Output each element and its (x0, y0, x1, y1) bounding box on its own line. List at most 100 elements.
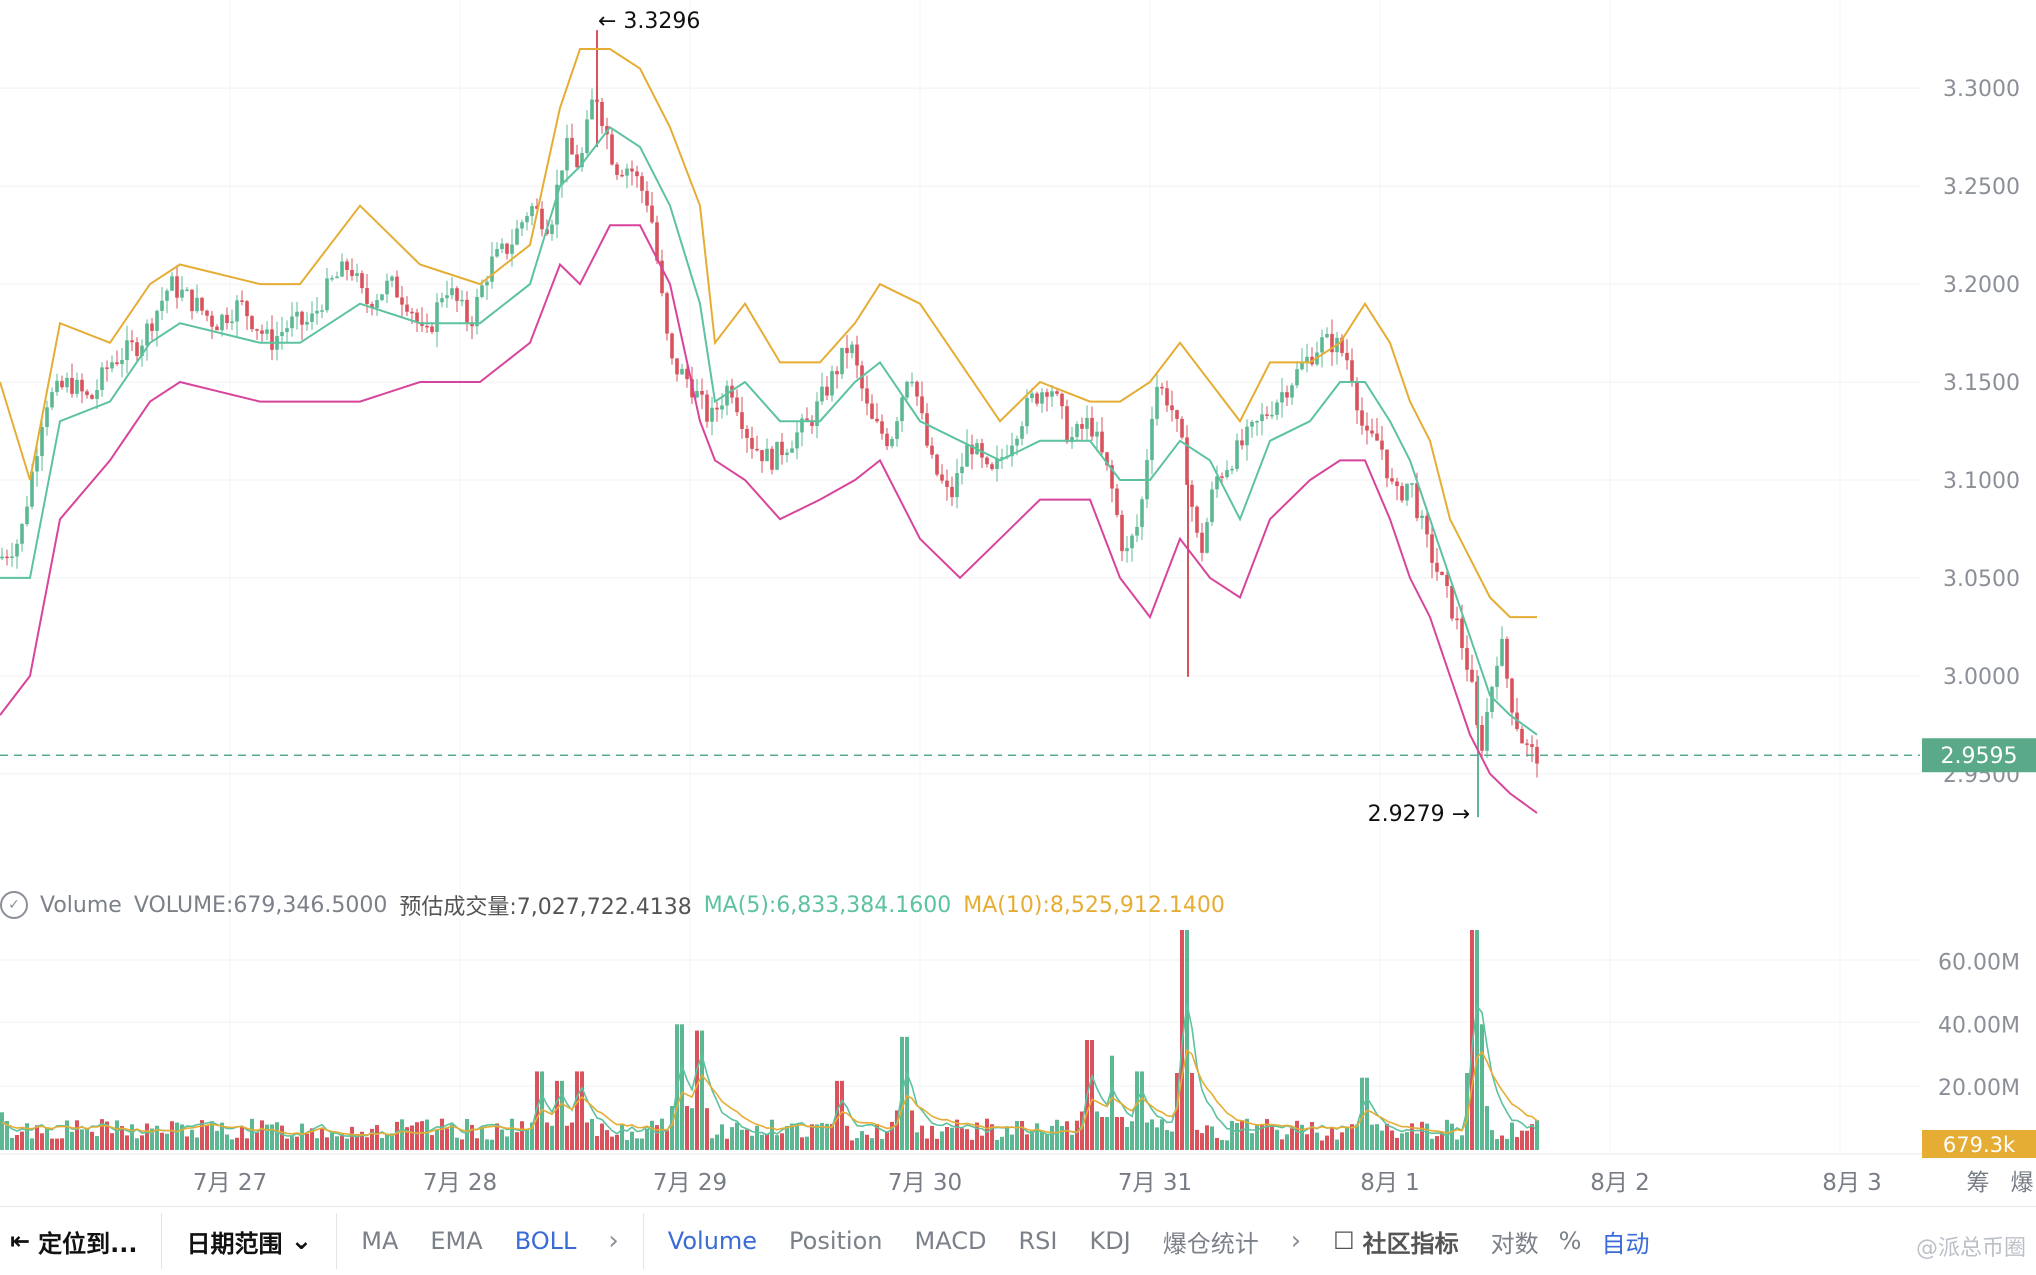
volume-bar (190, 1129, 194, 1150)
community-indicators-button[interactable]: ☐ 社区指标 (1317, 1224, 1475, 1259)
candle-body (835, 371, 839, 375)
candle-body (115, 362, 119, 365)
volume-bar (105, 1121, 109, 1150)
candle-body (1275, 402, 1279, 415)
candle-body (1400, 486, 1404, 501)
volume-bar (205, 1124, 209, 1150)
volume-bar (1220, 1139, 1224, 1150)
indicator-ema[interactable]: EMA (430, 1227, 483, 1255)
candle-body (740, 412, 744, 429)
indicator-macd[interactable]: MACD (914, 1227, 987, 1255)
candle-body (170, 276, 174, 291)
volume-bar (565, 1125, 569, 1150)
candle-body (1000, 457, 1004, 459)
volume-label: Volume (40, 892, 122, 918)
volume-bar (1525, 1130, 1529, 1150)
candle-body (1055, 391, 1059, 394)
volume-bar (570, 1122, 574, 1150)
candle-body (945, 480, 949, 487)
volume-bar (1025, 1134, 1029, 1150)
volume-bar (655, 1125, 659, 1150)
candle-body (965, 444, 969, 467)
candle-body (535, 206, 539, 209)
chevron-right-icon[interactable]: › (1290, 1226, 1302, 1256)
locate-button[interactable]: ⇤ 定位到... (0, 1224, 153, 1259)
volume-toggle-icon[interactable]: ✓ (0, 891, 28, 919)
volume-bar (1110, 1055, 1114, 1150)
candle-body (1175, 410, 1179, 419)
volume-bar (1175, 1073, 1179, 1150)
volume-bar (320, 1128, 324, 1150)
indicator-kdj[interactable]: KDJ (1089, 1227, 1131, 1255)
candle-body (1010, 445, 1014, 457)
volume-bar (1165, 1130, 1169, 1150)
volume-bar (780, 1133, 784, 1150)
date-range-button[interactable]: 日期范围 ⌄ (170, 1224, 328, 1259)
candle-body (635, 171, 639, 177)
volume-bar (160, 1132, 164, 1150)
volume-bar (1145, 1122, 1149, 1150)
candle-body (1100, 431, 1104, 453)
volume-bar (1385, 1123, 1389, 1150)
volume-bar (175, 1122, 179, 1150)
volume-bar (1275, 1129, 1279, 1150)
date-axis-label: 8月 1 (1360, 1170, 1420, 1196)
price-tick-label: 3.2000 (1943, 273, 2020, 298)
candle-body (295, 311, 299, 317)
indicator-position[interactable]: Position (789, 1227, 883, 1255)
percent-toggle[interactable]: % (1558, 1227, 1582, 1255)
volume-bar (355, 1133, 359, 1150)
candle-body (840, 347, 844, 375)
volume-bar (835, 1080, 839, 1150)
candle-body (610, 134, 614, 165)
volume-value: VOLUME:679,346.5000 (133, 892, 388, 918)
volume-bar (545, 1122, 549, 1150)
price-tick-label: 3.0500 (1943, 567, 2020, 592)
volume-bar (885, 1131, 889, 1150)
volume-bar (595, 1136, 599, 1150)
candle-body (10, 556, 14, 558)
candle-body (1215, 476, 1219, 490)
candle-body (510, 244, 514, 254)
indicator-rsi[interactable]: RSI (1018, 1227, 1058, 1255)
candle-body (495, 249, 499, 257)
indicator-boll[interactable]: BOLL (514, 1227, 577, 1255)
indicator-liquidation[interactable]: 爆仓统计 (1162, 1229, 1259, 1258)
volume-bar (420, 1121, 424, 1150)
candle-body (1080, 424, 1084, 429)
indicator-ma[interactable]: MA (361, 1227, 399, 1255)
indicator-toolbar: ⇤ 定位到... 日期范围 ⌄ MA EMA BOLL › Volume Pos… (0, 1206, 2036, 1275)
candle-body (15, 543, 19, 557)
volume-bar (530, 1122, 534, 1150)
volume-bar (440, 1118, 444, 1150)
candle-body (900, 397, 904, 422)
candle-body (1125, 548, 1129, 552)
candle-body (300, 311, 304, 325)
candle-body (955, 473, 959, 498)
volume-bar (995, 1139, 999, 1150)
volume-bar (1245, 1118, 1249, 1150)
divider (161, 1213, 163, 1269)
candle-body (980, 443, 984, 458)
candle-body (160, 300, 164, 311)
volume-bar (115, 1120, 119, 1150)
volume-bar (685, 1106, 689, 1150)
volume-bar (170, 1121, 174, 1150)
volume-bar (1485, 1106, 1489, 1150)
candle-body (200, 297, 204, 311)
candle-body (985, 457, 989, 465)
volume-bar (920, 1125, 924, 1150)
candle-body (1015, 438, 1019, 446)
candle-body (845, 347, 849, 354)
volume-bar (1235, 1123, 1239, 1150)
log-scale-toggle[interactable]: 对数 (1490, 1229, 1539, 1258)
auto-scale-toggle[interactable]: 自动 (1601, 1229, 1650, 1258)
candle-body (1535, 746, 1539, 764)
candle-body (245, 301, 249, 317)
indicator-volume[interactable]: Volume (667, 1227, 758, 1255)
price-chart[interactable]: 3.3000 3.2500 3.2000 3.1500 3.1000 3.0500 3.00… (0, 0, 2036, 1206)
chevron-right-icon[interactable]: › (608, 1226, 619, 1256)
candle-body (185, 289, 189, 292)
candle-body (1235, 440, 1239, 469)
volume-bar (745, 1129, 749, 1150)
